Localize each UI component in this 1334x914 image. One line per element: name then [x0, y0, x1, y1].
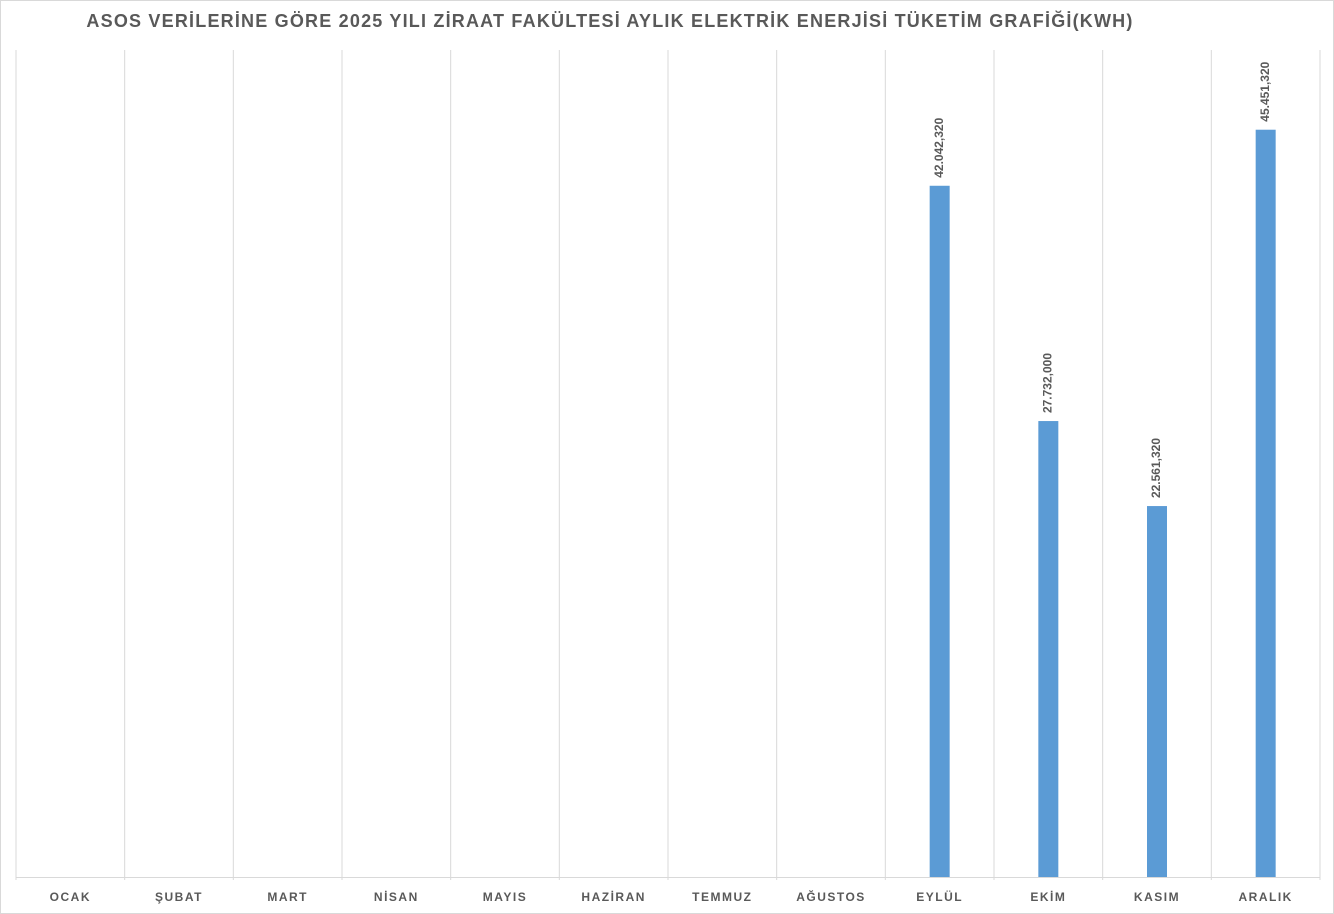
x-tick-label: MART — [267, 890, 308, 904]
bar — [1255, 129, 1276, 877]
x-tick-label: ARALIK — [1239, 890, 1293, 904]
value-label: 22.561,320 — [1149, 438, 1163, 498]
chart-title: ASOS VERİLERİNE GÖRE 2025 YILI ZİRAAT FA… — [86, 10, 1133, 31]
value-label: 45.451,320 — [1258, 61, 1272, 121]
bar — [1038, 421, 1059, 877]
x-tick-label: HAZİRAN — [581, 889, 646, 904]
x-tick-label: MAYIS — [483, 890, 527, 904]
x-tick-label: TEMMUZ — [692, 890, 752, 904]
x-tick-label: OCAK — [50, 890, 91, 904]
value-label: 27.732,000 — [1041, 353, 1055, 413]
bar — [929, 185, 950, 877]
x-tick-label: KASIM — [1134, 890, 1180, 904]
x-tick-label: EKİM — [1030, 889, 1066, 904]
bar — [1147, 506, 1167, 877]
x-tick-label: AĞUSTOS — [796, 889, 866, 904]
value-label: 42.042,320 — [932, 117, 946, 177]
x-tick-label: ŞUBAT — [155, 890, 203, 904]
x-tick-label: EYLÜL — [916, 889, 963, 904]
x-tick-label: NİSAN — [374, 889, 419, 904]
